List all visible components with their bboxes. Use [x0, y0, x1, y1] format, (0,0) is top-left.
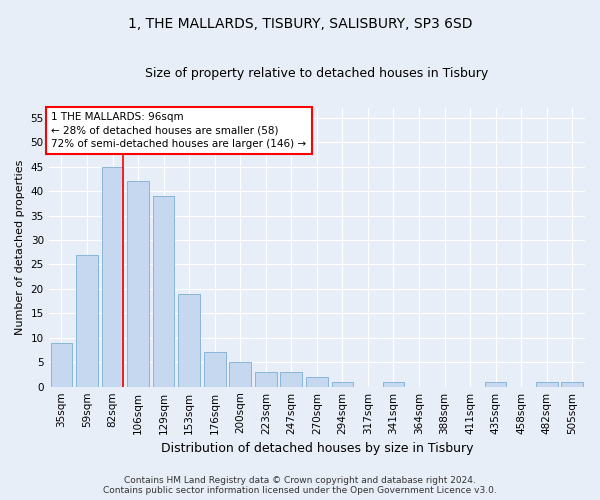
X-axis label: Distribution of detached houses by size in Tisbury: Distribution of detached houses by size …: [161, 442, 473, 455]
Y-axis label: Number of detached properties: Number of detached properties: [15, 160, 25, 335]
Text: Contains public sector information licensed under the Open Government Licence v3: Contains public sector information licen…: [103, 486, 497, 495]
Bar: [178, 294, 200, 386]
Bar: [280, 372, 302, 386]
Bar: [332, 382, 353, 386]
Bar: [76, 254, 98, 386]
Bar: [255, 372, 277, 386]
Bar: [485, 382, 506, 386]
Text: 1, THE MALLARDS, TISBURY, SALISBURY, SP3 6SD: 1, THE MALLARDS, TISBURY, SALISBURY, SP3…: [128, 18, 472, 32]
Bar: [383, 382, 404, 386]
Bar: [204, 352, 226, 386]
Bar: [153, 196, 175, 386]
Bar: [127, 182, 149, 386]
Bar: [229, 362, 251, 386]
Bar: [306, 377, 328, 386]
Text: 1 THE MALLARDS: 96sqm
← 28% of detached houses are smaller (58)
72% of semi-deta: 1 THE MALLARDS: 96sqm ← 28% of detached …: [52, 112, 307, 148]
Text: Contains HM Land Registry data © Crown copyright and database right 2024.: Contains HM Land Registry data © Crown c…: [124, 476, 476, 485]
Bar: [536, 382, 557, 386]
Bar: [562, 382, 583, 386]
Title: Size of property relative to detached houses in Tisbury: Size of property relative to detached ho…: [145, 68, 488, 80]
Bar: [101, 166, 124, 386]
Bar: [50, 342, 72, 386]
